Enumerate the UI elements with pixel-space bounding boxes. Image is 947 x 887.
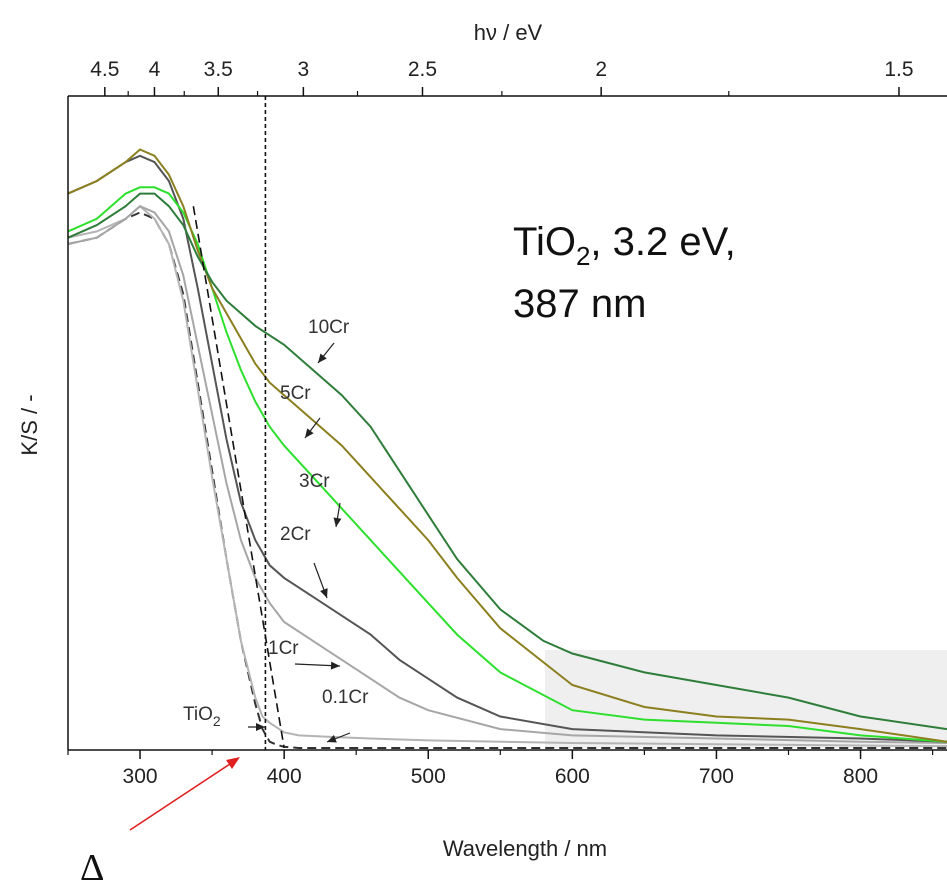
curve-label-1cr: 1Cr [268,638,299,659]
x-tick-label: 800 [843,765,878,788]
x2-axis-title: hν / eV [474,20,543,45]
x-tick-label: 700 [699,765,734,788]
x-tick-label: 400 [267,765,302,788]
guide-lines [192,96,285,750]
x2-tick-label: 2.5 [408,58,437,81]
note-line-2: 387 nm [513,282,646,326]
curve-label-arrowhead [305,428,314,438]
curve-label-2cr: 2Cr [280,524,311,545]
curve-label-3cr: 3Cr [299,471,330,492]
series-line-2cr [67,154,947,743]
delta-arrowhead [226,757,240,769]
x2-tick-label: 3 [298,58,310,81]
axes: 300 400 500 600 700 800 4.5 4 3.5 3 2.5 2 1.5 [67,58,947,788]
tangent-line [192,206,285,749]
x2-tick-label: 4.5 [90,58,119,81]
curve-label-arrowhead [320,588,328,598]
curve-label-arrowhead [330,661,340,670]
x2-tick-label: 4 [149,58,161,81]
x2-tick-label: 3.5 [204,58,233,81]
curve-label-01cr: 0.1Cr [322,687,369,708]
x2-tick-label: 2 [595,58,607,81]
note-line-1: TiO2, 3.2 eV, [513,220,736,271]
x-tick-label: 300 [123,765,158,788]
series-line-5cr [67,148,947,743]
series-line-3cr [67,186,947,743]
x-tick-label: 600 [555,765,590,788]
series-lines [67,148,947,749]
delta-label: Δ [80,847,104,887]
curve-label-5cr: 5Cr [280,383,311,404]
x-tick-label: 500 [411,765,446,788]
series-line-tio2 [67,211,947,749]
series-line-1cr [67,205,947,744]
curve-label-arrowhead [327,734,337,743]
curve-label-arrowhead [256,723,265,731]
curve-labels: 10Cr 5Cr 3Cr 2Cr 1Cr 0.1Cr TiO2 [183,317,369,743]
curve-label-10cr: 10Cr [308,317,350,338]
delta-arrow [129,761,234,831]
curve-label-arrowhead [318,353,327,363]
series-line-01cr [67,204,947,748]
series-line-10cr [67,192,947,731]
x2-tick-label: 1.5 [884,58,913,81]
curve-label-arrowhead [333,517,342,527]
y-axis-title: K/S / - [17,394,42,455]
x-axis-title: Wavelength / nm [443,836,607,861]
curve-label-tio2: TiO2 [183,704,221,729]
